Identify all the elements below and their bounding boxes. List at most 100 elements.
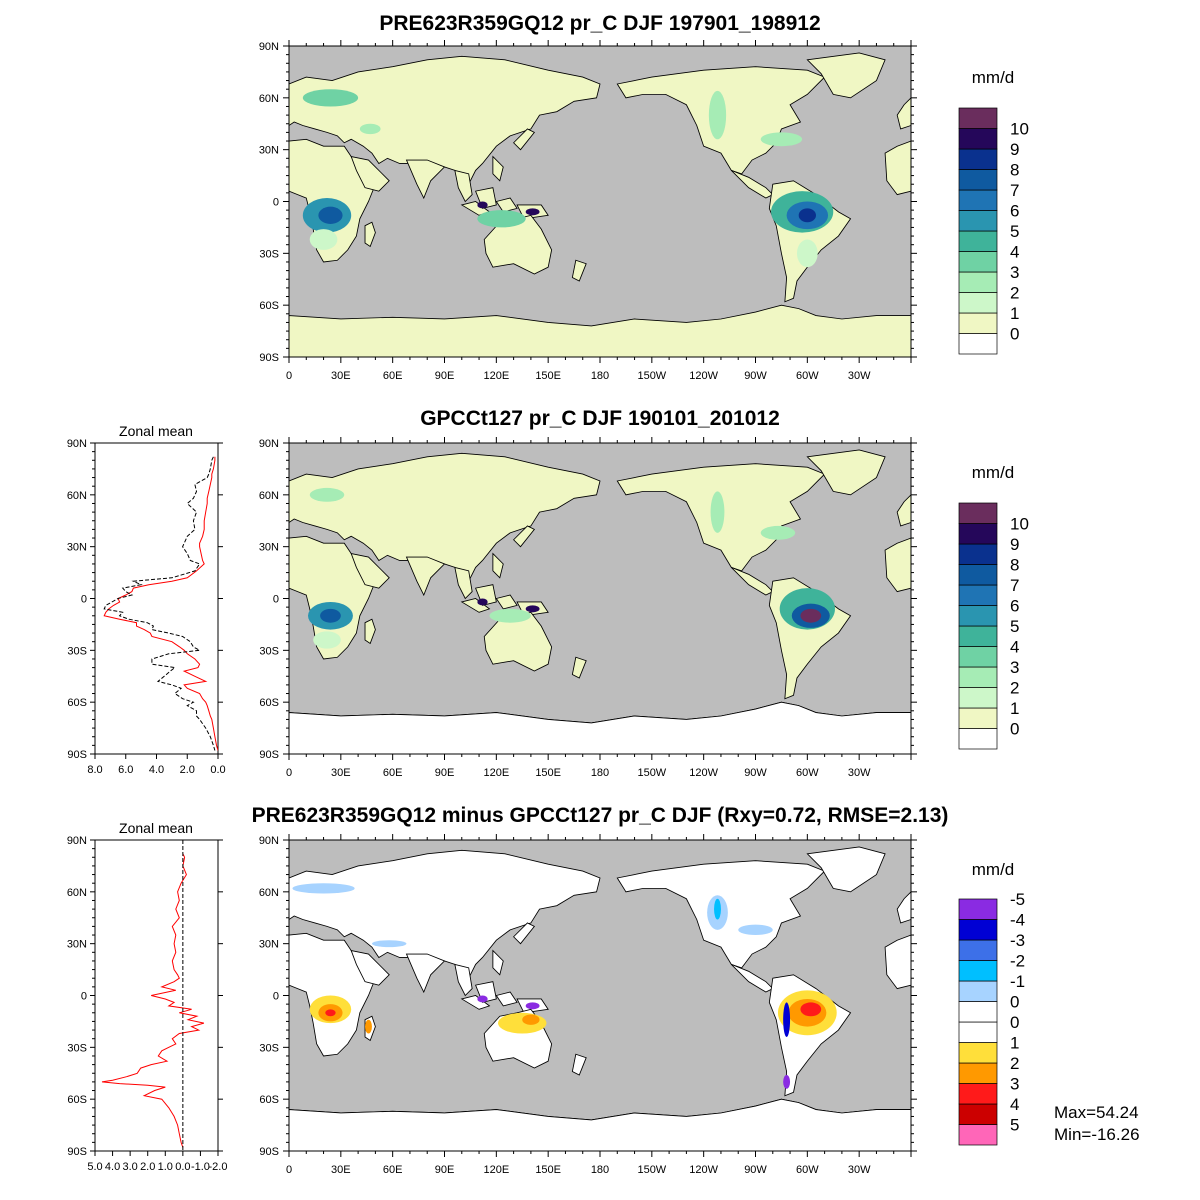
lon-label: 180	[591, 370, 609, 382]
colorbar-label: 4	[1010, 638, 1019, 657]
lon-label: 180	[591, 1164, 609, 1176]
colorbar-box	[958, 148, 998, 170]
colorbar-box	[958, 292, 998, 314]
zonal-lat-label: 60S	[67, 697, 87, 709]
colorbar-label: 2	[1010, 1054, 1019, 1073]
zonal-x-label: 4.0	[105, 1161, 120, 1173]
colorbar-label: 7	[1010, 181, 1019, 200]
zonal-lat-label: 90N	[67, 438, 87, 450]
colorbar-label: 0	[1010, 1013, 1019, 1032]
colorbar-box	[958, 666, 998, 688]
lon-label: 120W	[689, 767, 718, 779]
colorbar-box	[958, 169, 998, 191]
middle-colorbar: mm/d 0 12 34 56 78 910	[958, 463, 1029, 750]
lat-label: 0	[273, 197, 279, 209]
colorbar-box	[958, 251, 998, 273]
lon-label: 60E	[383, 1164, 403, 1176]
lon-label: 120W	[689, 1164, 718, 1176]
lon-label: 30E	[331, 370, 351, 382]
middle-zonal-plot	[94, 442, 219, 755]
zonal-series-line	[103, 456, 218, 751]
lon-label: 150E	[535, 767, 561, 779]
zonal-lat-label: 90S	[67, 1146, 87, 1158]
top-colorbar-unit: mm/d	[972, 68, 1015, 87]
zonal-x-label: 2.0	[180, 764, 195, 776]
lon-label: 30E	[331, 767, 351, 779]
lon-label: 60W	[796, 370, 819, 382]
lat-label: 60N	[259, 93, 279, 105]
lon-label: 60W	[796, 767, 819, 779]
colorbar-box	[958, 728, 998, 750]
colorbar-box	[958, 271, 998, 293]
lat-label: 30N	[259, 542, 279, 554]
colorbar-box	[958, 210, 998, 232]
lon-label: 150W	[637, 767, 666, 779]
colorbar-label: 8	[1010, 161, 1019, 180]
colorbar-label: -4	[1010, 911, 1025, 930]
lat-label: 90N	[259, 835, 279, 847]
colorbar-label: 10	[1010, 515, 1029, 534]
colorbar-box	[958, 960, 998, 982]
zonal-x-label: -1.0	[191, 1161, 210, 1173]
lat-label: 0	[273, 594, 279, 606]
lon-label: 150W	[637, 1164, 666, 1176]
zonal-lat-label: 0	[81, 991, 87, 1003]
lat-label: 90N	[259, 438, 279, 450]
lon-label: 60W	[796, 1164, 819, 1176]
zonal-x-label: 8.0	[87, 764, 102, 776]
middle-colorbar-unit: mm/d	[972, 463, 1015, 482]
colorbar-label: -1	[1010, 972, 1025, 991]
colorbar-label: 6	[1010, 597, 1019, 616]
colorbar-label: 4	[1010, 243, 1019, 262]
lon-label: 90E	[435, 370, 455, 382]
zonal-x-label: 4.0	[149, 764, 164, 776]
colorbar-label: 1	[1010, 304, 1019, 323]
colorbar-box	[958, 1021, 998, 1043]
colorbar-label: 4	[1010, 1095, 1019, 1114]
colorbar-box	[958, 919, 998, 941]
zonal-lat-label: 60N	[67, 490, 87, 502]
colorbar-label: 0	[1010, 993, 1019, 1012]
colorbar-label: -3	[1010, 931, 1025, 950]
lon-label: 150W	[637, 370, 666, 382]
colorbar-box	[958, 687, 998, 709]
lon-label: 0	[286, 1164, 292, 1176]
zonal-x-label: 5.0	[87, 1161, 102, 1173]
colorbar-label: 5	[1010, 1116, 1019, 1135]
colorbar-box	[958, 1042, 998, 1064]
zonal-x-label: 3.0	[122, 1161, 137, 1173]
top-panel-title: PRE623R359GQ12 pr_C DJF 197901_198912	[379, 12, 820, 35]
colorbar-label: 1	[1010, 699, 1019, 718]
colorbar-box	[958, 1124, 998, 1146]
lon-label: 120E	[483, 767, 509, 779]
lon-label: 120E	[483, 1164, 509, 1176]
zonal-lat-label: 60S	[67, 1094, 87, 1106]
zonal-lat-label: 30N	[67, 542, 87, 554]
colorbar-label: 3	[1010, 263, 1019, 282]
lat-label: 30N	[259, 939, 279, 951]
colorbar-box	[958, 189, 998, 211]
colorbar-box	[958, 980, 998, 1002]
lon-label: 60E	[383, 370, 403, 382]
lon-label: 90E	[435, 1164, 455, 1176]
bottom-zonal-title: Zonal mean	[119, 820, 193, 836]
colorbar-label: 0	[1010, 720, 1019, 739]
colorbar-box	[958, 564, 998, 586]
bottom-colorbar-unit: mm/d	[972, 860, 1015, 879]
colorbar-box	[958, 107, 998, 129]
colorbar-label: 3	[1010, 1075, 1019, 1094]
colorbar-box	[958, 625, 998, 647]
lon-label: 150E	[535, 1164, 561, 1176]
lon-label: 60E	[383, 767, 403, 779]
zonal-x-label: 0.0	[175, 1161, 190, 1173]
bottom-map-axes: 90N 60N 30N 0 30S 60S 90S 0 30E 60E 90E 120E 150E 180…	[259, 834, 917, 1176]
zonal-lat-label: 0	[81, 594, 87, 606]
zonal-x-label: 2.0	[140, 1161, 155, 1173]
zonal-series-line	[101, 853, 205, 1148]
colorbar-box	[958, 1062, 998, 1084]
colorbar-label: 2	[1010, 284, 1019, 303]
stats-box: Max=54.24 Min=-16.26	[1054, 1102, 1140, 1146]
